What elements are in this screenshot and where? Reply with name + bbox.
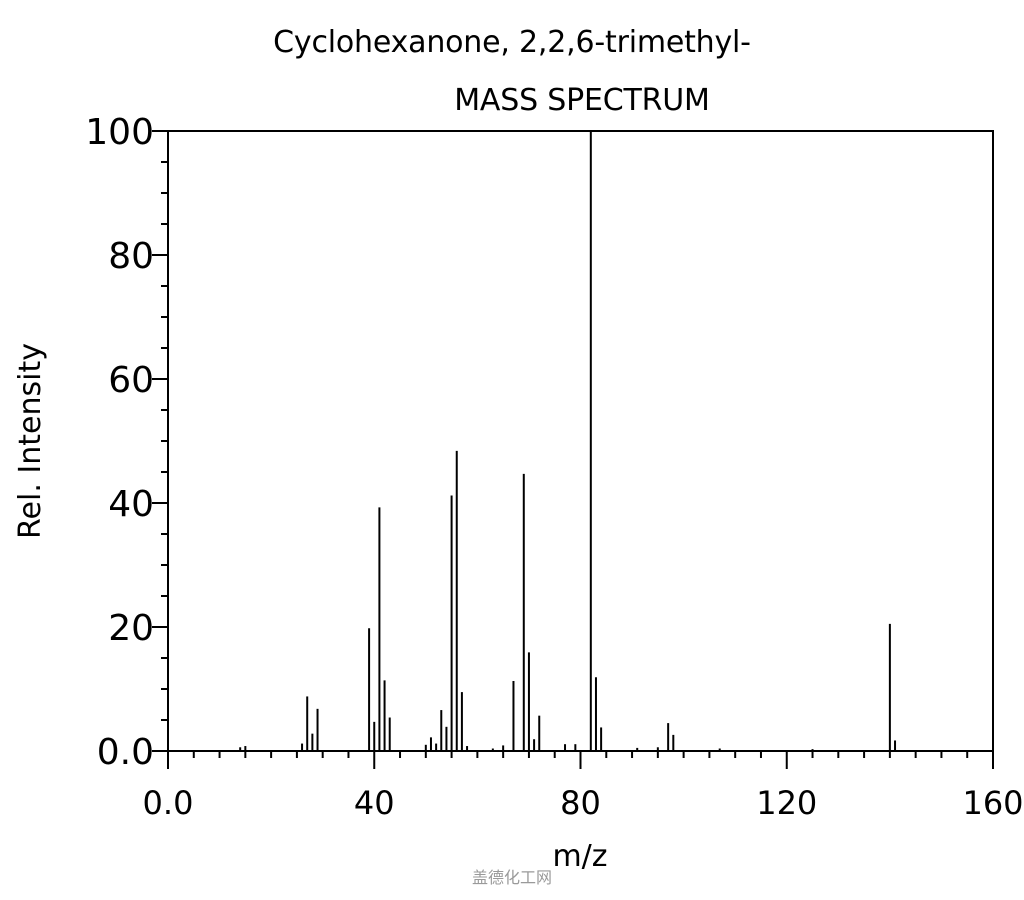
y-axis-tick-labels: 0.0 20 40 60 80 100 <box>85 112 154 773</box>
chart-title: Cyclohexanone, 2,2,6-trimethyl- <box>273 25 751 60</box>
y-tick-label: 0.0 <box>97 732 154 773</box>
watermark-text: 盖德化工网 <box>471 868 552 887</box>
x-axis-tick-labels: 0.0 40 80 120 160 <box>143 784 1024 822</box>
x-axis-label: m/z <box>552 839 607 874</box>
y-tick-label: 100 <box>85 112 154 153</box>
x-tick-label: 0.0 <box>143 784 194 822</box>
x-tick-label: 40 <box>354 784 395 822</box>
y-tick-label: 80 <box>108 236 154 277</box>
x-axis-ticks <box>167 751 994 769</box>
y-tick-label: 60 <box>108 360 154 401</box>
bars-layer <box>239 131 897 751</box>
y-axis-label: Rel. Intensity <box>13 343 48 539</box>
x-tick-label: 160 <box>962 784 1023 822</box>
x-tick-label: 120 <box>756 784 817 822</box>
x-tick-label: 80 <box>560 784 601 822</box>
chart-subtitle: MASS SPECTRUM <box>454 83 710 118</box>
y-tick-label: 20 <box>108 608 154 649</box>
y-tick-label: 40 <box>108 484 154 525</box>
plot-frame <box>167 130 994 752</box>
y-axis-ticks <box>152 130 168 752</box>
